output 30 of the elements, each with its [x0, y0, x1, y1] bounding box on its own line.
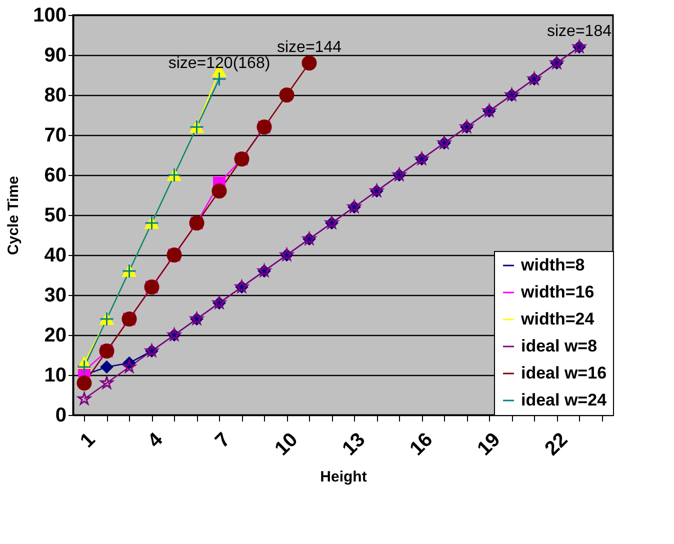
legend-label: width=24: [520, 310, 595, 328]
legend-label: ideal w=24: [521, 390, 608, 410]
legend-label: ideal w=16: [521, 364, 607, 382]
y-tick-label: 30: [44, 284, 66, 306]
y-tick-label: 40: [44, 244, 66, 266]
y-tick-label: 0: [55, 404, 66, 426]
annotation: size=184: [547, 23, 612, 40]
x-tick-label: 22: [540, 428, 572, 460]
y-axis-title: Cycle Time: [5, 176, 22, 255]
annotation: size=144: [277, 39, 342, 56]
y-tick-label: 20: [44, 324, 66, 346]
x-tick-label: 4: [144, 428, 168, 452]
x-tick-label: 10: [270, 428, 302, 460]
legend-label: width=16: [520, 282, 594, 302]
y-tick-label: 10: [44, 364, 66, 386]
x-tick-label: 1: [76, 428, 100, 452]
x-tick-label: 13: [338, 428, 370, 460]
y-tick-label: 80: [44, 84, 66, 106]
legend-label: width=8: [520, 256, 585, 274]
y-tick-label: 50: [44, 204, 66, 226]
x-axis-title: Height: [320, 468, 367, 486]
y-tick-label: 90: [44, 44, 66, 66]
y-tick-label: 100: [33, 4, 66, 26]
y-tick-label: 70: [44, 124, 66, 146]
legend-label: ideal w=8: [521, 336, 598, 356]
annotation: size=120(168): [168, 55, 270, 72]
x-tick-label: 7: [211, 428, 235, 452]
x-tick-label: 19: [473, 428, 505, 460]
x-tick-label: 16: [406, 428, 438, 460]
y-tick-label: 60: [44, 164, 66, 186]
